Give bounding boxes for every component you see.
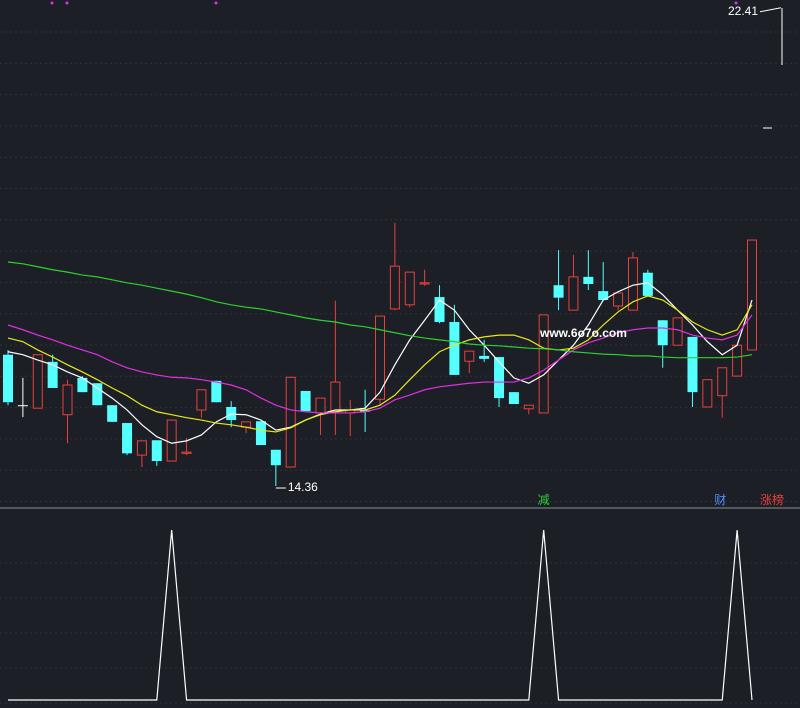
ma-line (7, 282, 753, 444)
candle-body (300, 390, 311, 412)
indicator-line (8, 529, 753, 701)
candle-body (613, 292, 624, 307)
signal-label: 减 (538, 493, 550, 507)
candle-body (702, 379, 713, 408)
candle-body (434, 297, 445, 323)
signal-label: 涨榜 (760, 492, 784, 507)
ma-line (7, 314, 753, 414)
signal-label: 财 (714, 493, 726, 507)
candle-body (315, 397, 326, 414)
candle-body (136, 440, 147, 456)
dot (65, 1, 69, 5)
candle-body (181, 451, 192, 454)
candle-body (270, 449, 281, 466)
high-arrow (759, 7, 782, 13)
candle-body (255, 421, 266, 446)
candle-body (3, 354, 13, 403)
candle-body (62, 384, 73, 416)
ma-line (7, 261, 753, 359)
candle-body (330, 381, 341, 413)
ma-line (7, 295, 753, 433)
candle-body (360, 409, 371, 412)
candle-body (92, 383, 103, 406)
candle-body (389, 265, 400, 310)
candle-body (538, 314, 549, 414)
candle-body (17, 405, 28, 407)
low-label: 14.36 (288, 480, 318, 494)
candle-body (717, 367, 728, 397)
candle-body (107, 405, 118, 422)
candle-body (122, 423, 133, 454)
candle-body (77, 377, 88, 393)
candle-body (464, 350, 475, 362)
candle-body (166, 419, 177, 462)
candle-body (553, 285, 564, 298)
candle-body (747, 239, 757, 351)
candle-body (404, 271, 415, 306)
candle-body (375, 315, 385, 400)
candle-body (32, 354, 43, 409)
grid (0, 31, 800, 704)
candle-body (196, 389, 207, 411)
dot (50, 1, 54, 5)
candle-body (151, 440, 162, 462)
candle-body (732, 344, 743, 377)
candle-body (285, 376, 296, 468)
high-label: 22.41 (728, 4, 758, 18)
candle-body (494, 357, 505, 399)
candle-body (479, 355, 490, 359)
candle-body (687, 336, 698, 393)
candle-body (642, 272, 653, 296)
candle-body (47, 361, 58, 388)
candle-body (449, 322, 460, 375)
candle-body (508, 392, 519, 405)
candle-body (583, 276, 594, 285)
dot (214, 1, 218, 5)
candle-body (672, 317, 683, 346)
dot (734, 1, 738, 5)
candle-body (598, 291, 609, 301)
candle-body (568, 276, 579, 311)
candle-body (211, 380, 222, 403)
candle-body (523, 404, 534, 410)
candle-body (657, 320, 668, 346)
watermark: www.6o7o.com (539, 326, 627, 340)
candle-body (419, 282, 430, 285)
